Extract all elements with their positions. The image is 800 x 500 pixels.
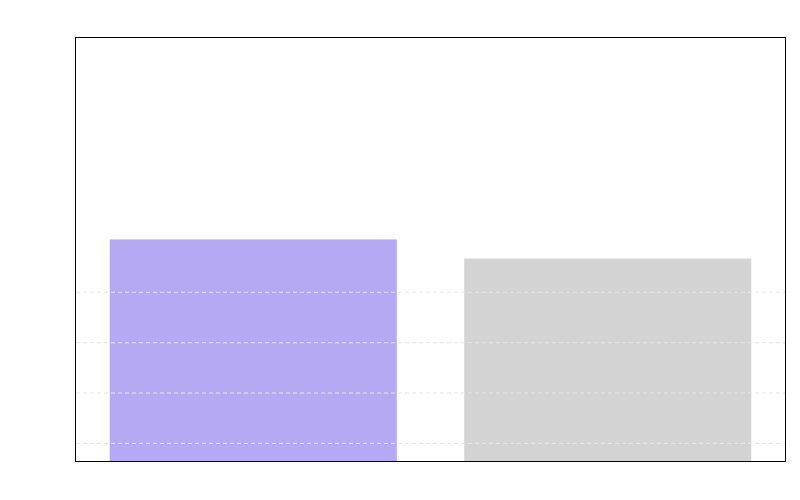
plot-frame: [75, 37, 786, 462]
gridlines-group: [76, 291, 785, 444]
bar-2: [464, 258, 752, 461]
bars-group: [109, 239, 752, 461]
bar-1: [109, 239, 397, 461]
